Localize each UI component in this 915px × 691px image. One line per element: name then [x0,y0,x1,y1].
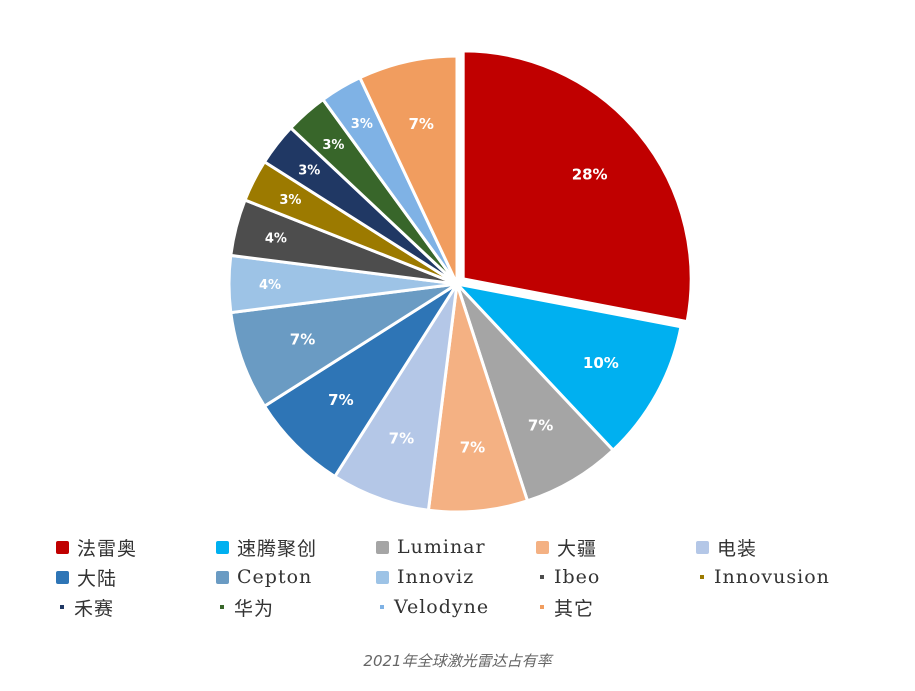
pie-slice-label: 3% [322,138,344,153]
pie-slice [357,54,459,285]
legend-item: Innovusion [696,563,856,591]
pie-slice-label: 4% [259,278,281,293]
pie-slice-label: 7% [290,331,315,349]
legend-swatch-icon [536,540,549,554]
pie-slice-label: 7% [408,115,433,133]
pie-slice-label: 28% [572,165,608,183]
legend-item: 大疆 [536,533,696,561]
legend-label: Cepton [237,566,313,588]
pie-chart: 28%10%7%7%7%7%7%4%4%3%3%3%3% 7% [227,49,693,514]
pie-slice-label: 7% [460,438,485,456]
legend-item: 电装 [696,533,856,561]
legend-label: Innovusion [714,566,830,588]
legend-swatch-icon [60,605,64,609]
pie-slice-label: 7% [328,391,353,409]
legend-item: Luminar [376,533,536,561]
legend-label: Velodyne [394,596,490,618]
legend-item: Ibeo [536,563,696,591]
legend-label: 大疆 [557,537,598,560]
legend-label: 法雷奥 [77,537,138,560]
legend-item: Innoviz [376,563,536,591]
pie-slice [452,281,683,453]
legend-swatch-icon [540,575,544,579]
legend-label: 速腾聚创 [237,537,318,560]
pie-slice [461,49,693,324]
legend-label: 华为 [234,597,275,620]
chart-legend: 法雷奥 速腾聚创 Luminar 大疆 电装大陆 Cepton Innoviz Ibeo Inn… [56,533,876,621]
pie-slice-label: 3% [279,193,301,208]
legend-swatch-icon [56,540,69,554]
legend-swatch-icon [376,540,389,554]
legend-item: 速腾聚创 [216,533,376,561]
pie-slice-label: 3% [298,163,320,178]
legend-swatch-icon [376,570,389,584]
legend-swatch-icon [216,540,229,554]
legend-item: Velodyne [376,593,536,621]
legend-label: Luminar [397,536,486,558]
legend-swatch-icon [540,605,544,609]
figure-caption: 2021年全球激光雷达占有率 [363,652,552,670]
legend-item: 其它 [536,593,696,621]
legend-item: 华为 [216,593,376,621]
legend-swatch-icon [700,575,704,579]
legend-label: 大陆 [77,567,118,590]
legend-label: 其它 [554,597,595,620]
legend-swatch-icon [380,605,384,609]
legend-label: Innoviz [397,566,475,588]
pie-slice-label: 10% [583,354,619,372]
legend-swatch-icon [216,570,229,584]
legend-item: Cepton [216,563,376,591]
legend-item: 大陆 [56,563,216,591]
pie-slice-label: 7% [389,429,414,447]
legend-label: Ibeo [554,566,601,588]
legend-swatch-icon [56,570,69,584]
pie-slice-label: 3% [351,117,373,132]
legend-swatch-icon [220,605,224,609]
legend-label: 电装 [717,537,758,560]
legend-swatch-icon [696,540,709,554]
pie-slice-label: 4% [265,232,287,247]
legend-label: 禾赛 [74,597,115,620]
legend-item: 禾赛 [56,593,216,621]
legend-item: 法雷奥 [56,533,216,561]
pie-slice-label: 7% [528,416,553,434]
